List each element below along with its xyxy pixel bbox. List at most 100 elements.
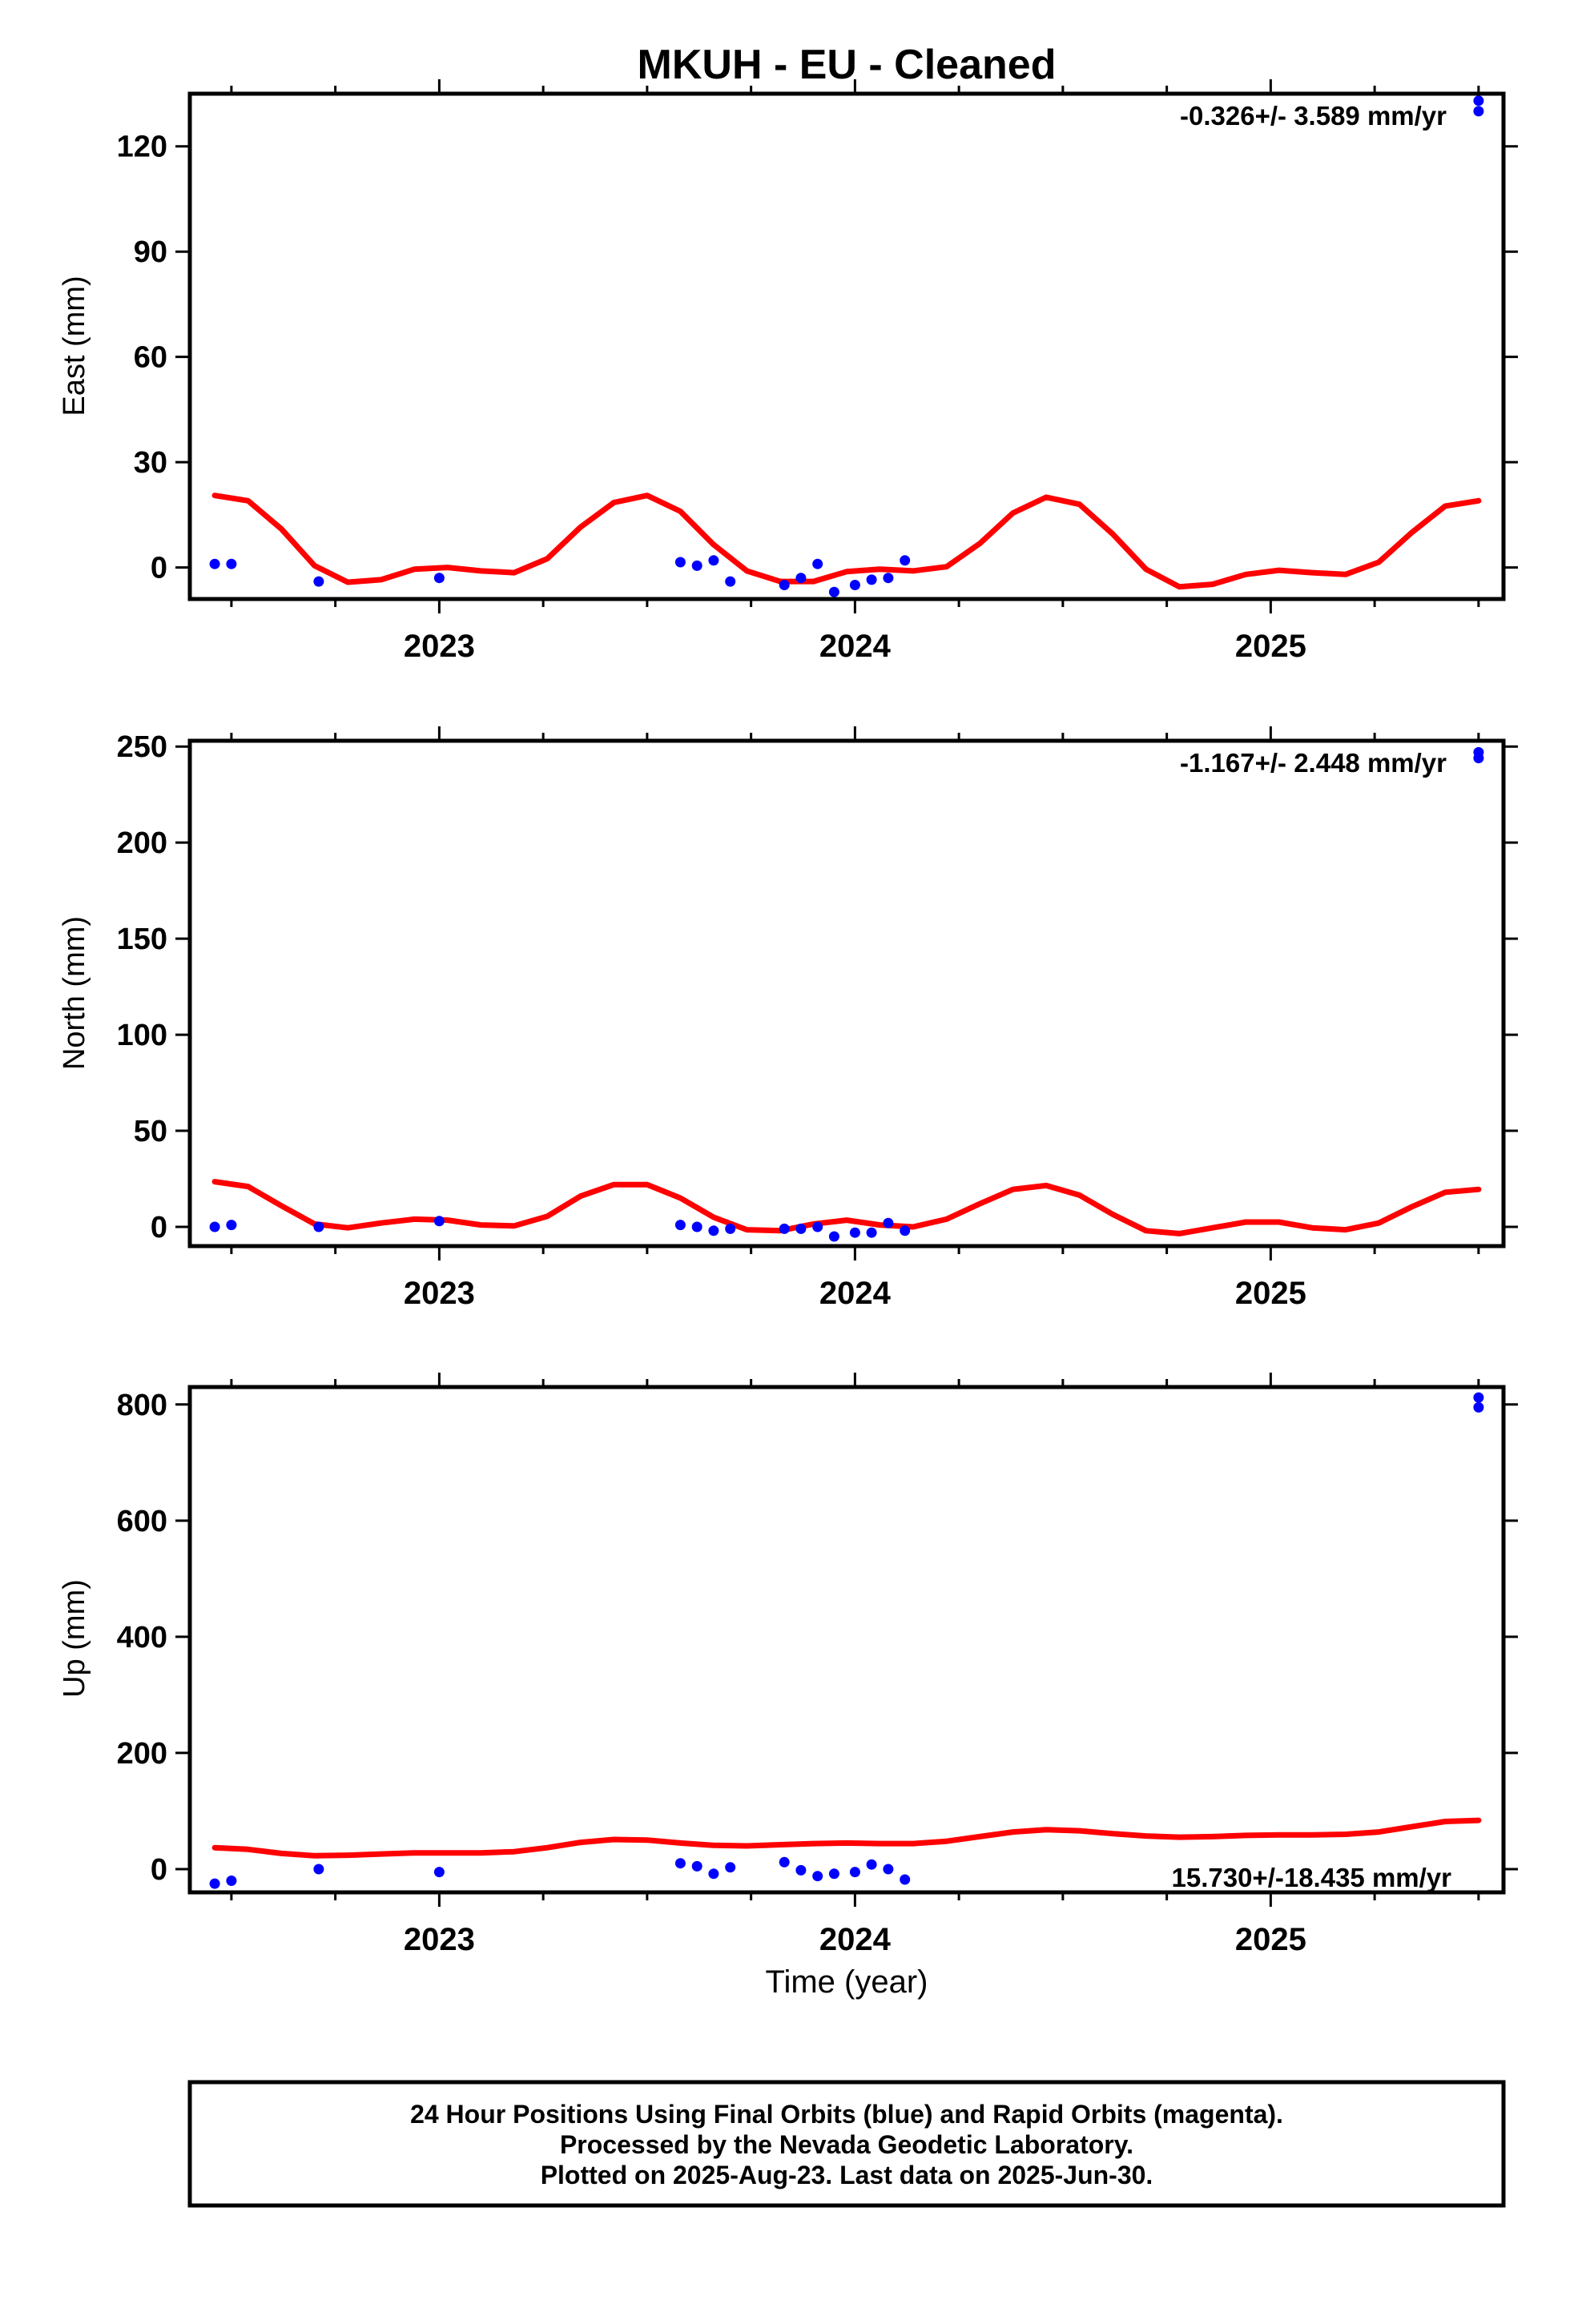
up-data-point (691, 1860, 702, 1872)
north-rate-label: -1.167+/- 2.448 mm/yr (1180, 748, 1447, 778)
east-y-tick-label: 30 (134, 446, 167, 480)
east-x-tick-label: 2024 (819, 629, 892, 664)
up-data-point (812, 1871, 823, 1882)
up-data-point (866, 1859, 877, 1870)
east-y-tick-label: 90 (134, 235, 167, 269)
north-data-point (708, 1225, 719, 1236)
up-data-point (1473, 1401, 1484, 1413)
north-plot-frame (187, 738, 1506, 1248)
north-data-point (226, 1220, 237, 1231)
east-data-point (828, 586, 839, 597)
north-data-point (725, 1223, 736, 1234)
east-data-point (900, 555, 911, 566)
north-data-point (691, 1221, 702, 1232)
east-data-point (725, 576, 736, 587)
east-y-tick-label: 0 (151, 552, 167, 585)
north-y-tick-label: 50 (134, 1115, 167, 1148)
east-data-point (883, 573, 894, 584)
up-data-point (828, 1868, 839, 1880)
north-data-point (313, 1221, 324, 1232)
east-data-point (849, 580, 860, 590)
east-axis-label: East (mm) (58, 275, 91, 416)
up-plot-frame (187, 1385, 1506, 1895)
north-y-tick-label: 100 (117, 1019, 167, 1052)
up-model-curve (211, 1817, 1482, 1859)
up-y-tick-label: 800 (117, 1389, 167, 1422)
up-data-point (849, 1867, 860, 1878)
east-data-point (209, 558, 220, 569)
east-data-point (226, 558, 237, 569)
up-data-point (725, 1862, 736, 1873)
up-y-tick-label: 400 (117, 1621, 167, 1655)
north-model-curve (211, 1179, 1482, 1236)
north-data-point (795, 1223, 807, 1234)
north-y-tick-label: 250 (117, 730, 167, 764)
footer-line-3: Plotted on 2025-Aug-23. Last data on 202… (541, 2161, 1153, 2189)
footer-line-2: Processed by the Nevada Geodetic Laborat… (560, 2130, 1133, 2159)
north-y-tick-label: 150 (117, 923, 167, 956)
east-x-tick-label: 2025 (1235, 629, 1306, 664)
up-data-point (883, 1864, 894, 1875)
north-y-tick-label: 0 (151, 1211, 167, 1244)
east-data-point (779, 580, 790, 590)
east-rate-label: -0.326+/- 3.589 mm/yr (1180, 101, 1447, 131)
up-y-tick-label: 200 (117, 1737, 167, 1771)
up-x-tick-label: 2025 (1235, 1922, 1306, 1957)
up-rate-label: 15.730+/-18.435 mm/yr (1171, 1863, 1451, 1892)
north-data-point (828, 1231, 839, 1242)
north-y-tick-label: 200 (117, 826, 167, 860)
east-data-point (812, 558, 823, 569)
east-data-point (674, 557, 686, 568)
east-data-point (795, 573, 807, 584)
east-data-point (1473, 106, 1484, 117)
up-data-point (779, 1856, 790, 1868)
up-data-point (313, 1864, 324, 1875)
east-y-tick-label: 120 (117, 131, 167, 164)
east-data-point (313, 576, 324, 587)
east-data-point (866, 574, 877, 585)
north-data-point (866, 1227, 877, 1238)
up-axis-label: Up (mm) (58, 1579, 91, 1698)
footer-box: 24 Hour Positions Using Final Orbits (bl… (187, 2080, 1506, 2208)
north-x-tick-label: 2025 (1235, 1276, 1306, 1311)
up-data-point (674, 1858, 686, 1869)
east-y-tick-label: 60 (134, 341, 167, 375)
north-x-tick-label: 2023 (404, 1276, 475, 1311)
up-y-tick-label: 0 (151, 1853, 167, 1887)
footer-line-1: 24 Hour Positions Using Final Orbits (bl… (410, 2100, 1283, 2129)
east-data-point (691, 560, 702, 571)
north-data-point (433, 1216, 445, 1227)
east-data-point (708, 555, 719, 566)
up-data-point (209, 1878, 220, 1889)
up-data-point (708, 1868, 719, 1880)
east-data-point (1473, 95, 1484, 107)
east-model-curve (211, 493, 1482, 590)
north-data-point (849, 1227, 860, 1238)
up-data-point (226, 1876, 237, 1886)
east-data-point (433, 573, 445, 584)
north-axis-label: North (mm) (58, 916, 91, 1070)
east-panel: East (mm) -0.326+/- 3.589 mm/yr 2023 2024… (58, 79, 1518, 664)
up-panel: Up (mm) 15.730+/-18.435 mm/yr 2023 2024 20… (58, 1373, 1518, 1957)
x-axis-label: Time (year) (766, 1964, 928, 2000)
figure-title: MKUH - EU - Cleaned (638, 42, 1057, 88)
north-data-point (674, 1220, 686, 1231)
east-plot-frame (187, 91, 1506, 601)
up-data-point (1473, 1392, 1484, 1403)
up-data-point (900, 1874, 911, 1885)
up-data-point (795, 1864, 807, 1876)
up-x-tick-label: 2023 (404, 1922, 475, 1957)
up-y-tick-label: 600 (117, 1505, 167, 1538)
north-x-tick-label: 2024 (819, 1276, 892, 1311)
up-data-point (433, 1867, 445, 1878)
north-data-point (209, 1221, 220, 1232)
north-panel: North (mm) -1.167+/- 2.448 mm/yr 2023 202… (58, 726, 1518, 1311)
north-data-point (883, 1217, 894, 1228)
north-data-point (900, 1225, 911, 1236)
east-x-tick-label: 2023 (404, 629, 475, 664)
north-data-point (1473, 746, 1484, 758)
north-data-point (779, 1223, 790, 1234)
up-x-tick-label: 2024 (819, 1922, 892, 1957)
north-data-point (812, 1221, 823, 1232)
